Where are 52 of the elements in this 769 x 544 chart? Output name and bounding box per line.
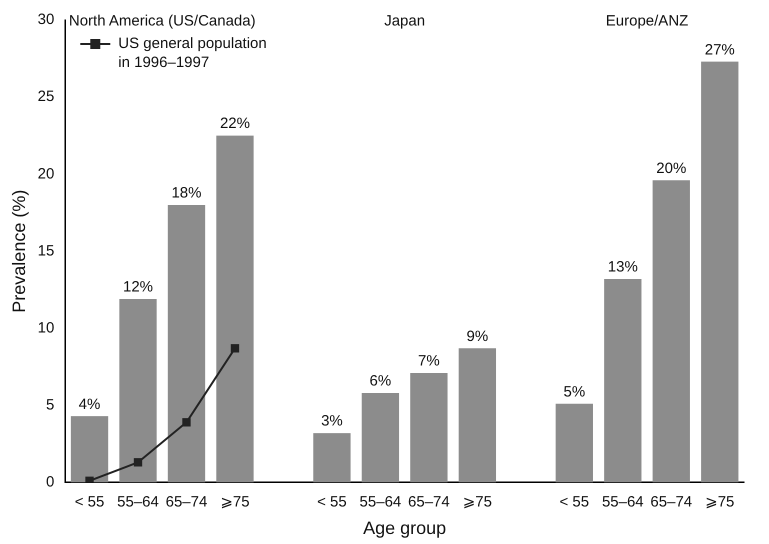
y-tick-label: 15 — [38, 242, 54, 260]
x-tick-label: ⩾75 — [220, 494, 250, 511]
x-tick-label: < 55 — [317, 494, 347, 511]
bar — [458, 348, 496, 482]
data-label: 6% — [370, 372, 392, 390]
data-label: 12% — [122, 278, 154, 296]
bar — [313, 433, 351, 482]
legend-label: US general population in 1996–1997 — [118, 35, 267, 72]
data-label: 5% — [563, 383, 586, 400]
y-tick-label: 25 — [38, 88, 54, 106]
bar — [556, 404, 593, 482]
data-label: 9% — [466, 328, 488, 345]
annotation: Europe/ANZ — [606, 12, 688, 30]
y-tick-label: 0 — [46, 474, 54, 491]
bar — [604, 278, 642, 482]
x-tick-label: < 55 — [560, 494, 590, 511]
bar — [652, 180, 690, 482]
y-tick-label: 20 — [38, 165, 54, 182]
x-tick-label: 65–74 — [650, 494, 692, 511]
point — [230, 344, 240, 352]
data-label: 20% — [656, 160, 686, 177]
point — [182, 418, 191, 426]
x-axis-title: Age group — [363, 518, 446, 538]
data-label: 18% — [171, 184, 202, 202]
data-label: 4% — [78, 396, 100, 413]
bar — [216, 136, 254, 482]
x-tick-label: 65–74 — [166, 494, 208, 511]
data-label: 22% — [220, 115, 250, 132]
bar — [362, 393, 400, 482]
bar — [70, 416, 108, 482]
y-axis-title: Prevalence (%) — [8, 190, 29, 313]
x-tick-label: 65–74 — [408, 494, 450, 511]
bar — [119, 298, 157, 482]
y-tick-label: 10 — [38, 319, 54, 336]
y-tick-label: 5 — [46, 396, 54, 414]
annotation: North America (US/Canada) — [68, 12, 256, 30]
x-tick-label: < 55 — [74, 494, 104, 511]
annotation: Japan — [384, 12, 426, 30]
x-tick-label: 55–64 — [602, 494, 644, 511]
point — [134, 458, 142, 467]
x-tick-label: ⩾75 — [462, 494, 492, 511]
x-tick-label: 55–64 — [117, 494, 159, 511]
y-tick-label: 30 — [38, 11, 54, 28]
x-tick-label: ⩾75 — [705, 494, 734, 511]
bar — [168, 204, 206, 482]
data-label: 27% — [704, 41, 735, 58]
bar — [410, 372, 448, 482]
data-label: 13% — [608, 258, 638, 276]
x-tick-label: 55–64 — [360, 494, 402, 511]
data-label: 7% — [418, 352, 440, 370]
data-label: 3% — [321, 412, 343, 430]
bar — [701, 62, 738, 482]
